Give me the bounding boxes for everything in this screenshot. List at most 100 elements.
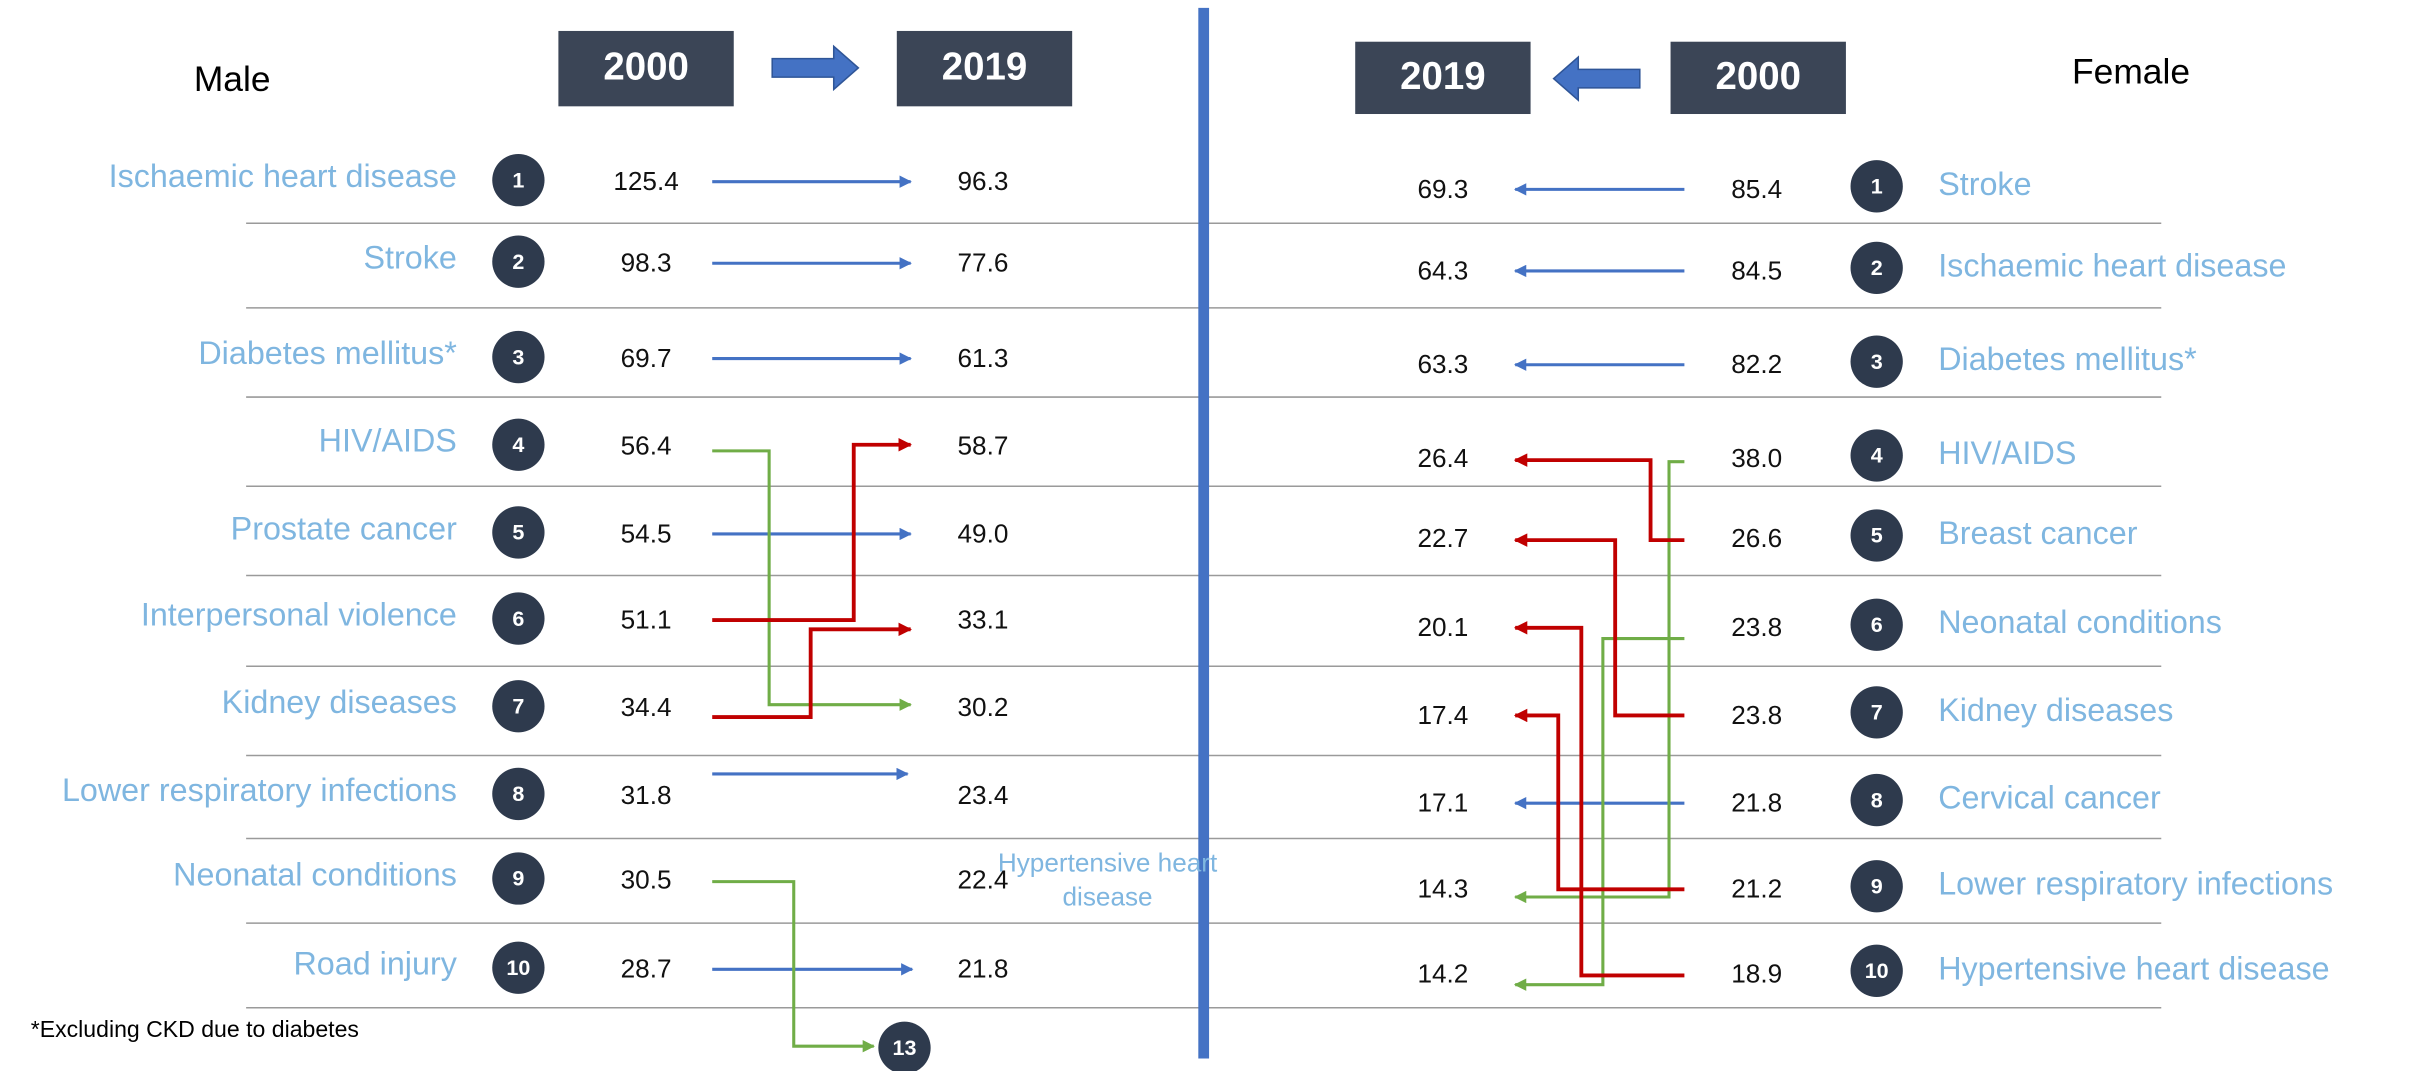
male-arrows: [712, 175, 914, 1053]
rank-label: 9: [1871, 874, 1883, 898]
female-label: Female: [2072, 52, 2190, 91]
rank-badge: [1850, 509, 1903, 562]
rank-label: 3: [512, 345, 524, 369]
rank-badge: [492, 330, 545, 384]
rank-label: 7: [512, 694, 524, 718]
arrow: [1513, 637, 1685, 991]
rank-badge: [878, 1021, 931, 1071]
rank-badge: [492, 680, 545, 733]
cause-label: Hypertensive heart disease: [1938, 950, 2329, 986]
value-2019: 33.1: [958, 605, 1009, 635]
value-2000: 51.1: [621, 605, 672, 635]
value-2000: 21.8: [1731, 788, 1782, 818]
value-2000: 18.9: [1731, 958, 1782, 988]
value-2019: 23.4: [958, 780, 1009, 810]
rank-badge: [492, 592, 545, 645]
value-2019: 17.1: [1417, 788, 1468, 818]
value-2019: 58.7: [958, 431, 1009, 461]
rank-label: 6: [512, 607, 524, 631]
value-2019: 20.1: [1417, 612, 1468, 642]
year-label: 2000: [1715, 55, 1801, 98]
value-2000: 23.8: [1731, 700, 1782, 730]
arrow: [1513, 460, 1685, 904]
rank-label: 4: [512, 433, 524, 457]
cause-label: Ischaemic heart disease: [1938, 247, 2286, 283]
value-2019: 49.0: [958, 518, 1009, 548]
cause-label: Kidney diseases: [222, 684, 457, 720]
rank-badge: [492, 418, 545, 471]
value-2000: 85.4: [1731, 174, 1782, 204]
female-arrows: [1513, 183, 1685, 991]
rank-label: 13: [893, 1036, 917, 1060]
value-2019: 26.4: [1417, 443, 1468, 473]
year-label: 2019: [1400, 55, 1486, 98]
cause-label: Kidney diseases: [1938, 692, 2173, 728]
rank-badge: [1850, 160, 1903, 213]
arrow: [1513, 621, 1685, 978]
arrow: [712, 449, 912, 711]
year-box: [558, 30, 734, 107]
value-2000: 28.7: [621, 954, 672, 984]
rank-badge: [492, 941, 545, 994]
male-label: Male: [194, 60, 271, 99]
rank-label: 5: [1871, 524, 1883, 548]
rank-label: 2: [1871, 256, 1883, 280]
value-2019: 22.7: [1417, 523, 1468, 553]
rank-badge: [1850, 860, 1903, 913]
rank-label: 10: [1865, 959, 1889, 983]
new-entry-line: disease: [1062, 881, 1152, 911]
arrow: [1513, 533, 1685, 718]
value-2000: 26.6: [1731, 523, 1782, 553]
year-label: 2000: [603, 46, 689, 89]
value-2000: 84.5: [1731, 255, 1782, 285]
cause-label: Neonatal conditions: [1938, 604, 2222, 640]
rank-label: 4: [1871, 444, 1883, 468]
rank-label: 6: [1871, 613, 1883, 637]
rank-badge: [492, 506, 545, 559]
value-2019: 14.2: [1417, 958, 1468, 988]
arrow: [712, 438, 912, 623]
cause-label: HIV/AIDS: [319, 423, 457, 459]
rank-label: 5: [512, 521, 524, 545]
cause-label: Breast cancer: [1938, 515, 2137, 551]
cause-label: Diabetes mellitus*: [1938, 341, 2197, 377]
value-2000: 38.0: [1731, 443, 1782, 473]
cause-label: HIV/AIDS: [1938, 435, 2076, 471]
value-2000: 21.2: [1731, 874, 1782, 904]
rank-badge: [492, 767, 545, 821]
value-2019: 69.3: [1417, 174, 1468, 204]
value-2019: 96.3: [958, 166, 1009, 196]
rank-label: 8: [512, 782, 524, 806]
rank-badge: [1850, 598, 1903, 651]
year-label: 2019: [942, 46, 1028, 89]
year-box: [896, 30, 1073, 107]
arrow: [1513, 708, 1685, 892]
new-entry-line: Hypertensive heart: [998, 848, 1218, 878]
value-2000: 82.2: [1731, 349, 1782, 379]
cause-label: Lower respiratory infections: [1938, 866, 2333, 902]
rank-label: 1: [512, 168, 524, 192]
rank-label: 1: [1871, 175, 1883, 199]
rank-badge: [1850, 773, 1903, 827]
rank-badge: [1850, 686, 1903, 739]
value-2019: 22.4: [958, 865, 1009, 895]
arrow: [1513, 453, 1685, 543]
cause-label: Interpersonal violence: [141, 597, 457, 633]
value-2000: 30.5: [621, 865, 672, 895]
value-2000: 31.8: [621, 780, 672, 810]
value-2019: 17.4: [1417, 700, 1468, 730]
cause-label: Stroke: [1938, 166, 2031, 202]
cause-label: Lower respiratory infections: [62, 772, 457, 808]
value-2000: 125.4: [613, 166, 678, 196]
year-box: [1670, 41, 1846, 115]
rank-badge: [1850, 241, 1903, 294]
cause-label: Neonatal conditions: [173, 857, 457, 893]
value-2019: 30.2: [958, 692, 1009, 722]
header-arrow: [1552, 55, 1641, 102]
value-2000: 23.8: [1731, 612, 1782, 642]
new-entry-label: Hypertensive heart disease: [998, 848, 1218, 912]
footnote: *Excluding CKD due to diabetes: [31, 1016, 359, 1042]
value-2019: 63.3: [1417, 349, 1468, 379]
rank-label: 8: [1871, 788, 1883, 812]
